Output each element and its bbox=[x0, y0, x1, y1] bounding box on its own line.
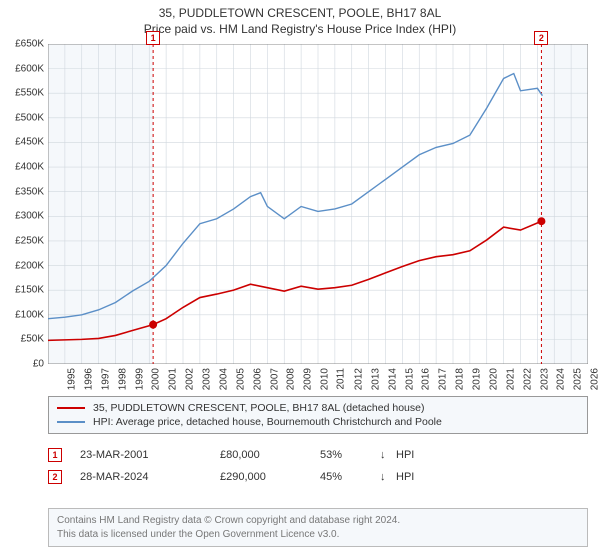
transaction-pct: 53% bbox=[320, 449, 380, 461]
y-tick-label: £150K bbox=[0, 285, 44, 296]
y-tick-label: £300K bbox=[0, 211, 44, 222]
title-block: 35, PUDDLETOWN CRESCENT, POOLE, BH17 8AL… bbox=[0, 0, 600, 36]
x-tick-label: 2000 bbox=[151, 368, 162, 390]
x-tick-label: 2018 bbox=[454, 368, 465, 390]
transaction-vs: HPI bbox=[396, 449, 436, 461]
chart-marker-box: 2 bbox=[534, 31, 548, 45]
x-tick-label: 2012 bbox=[353, 368, 364, 390]
transaction-price: £80,000 bbox=[220, 449, 320, 461]
x-tick-label: 2025 bbox=[573, 368, 584, 390]
transaction-marker: 1 bbox=[48, 448, 62, 462]
x-tick-label: 2016 bbox=[421, 368, 432, 390]
transaction-price: £290,000 bbox=[220, 471, 320, 483]
chart-area bbox=[48, 44, 588, 364]
x-tick-label: 2015 bbox=[404, 368, 415, 390]
x-tick-label: 2005 bbox=[235, 368, 246, 390]
x-tick-label: 2026 bbox=[589, 368, 600, 390]
y-tick-label: £500K bbox=[0, 112, 44, 123]
chart-container: 35, PUDDLETOWN CRESCENT, POOLE, BH17 8AL… bbox=[0, 0, 600, 560]
transactions-table: 1 23-MAR-2001 £80,000 53% ↓ HPI 2 28-MAR… bbox=[48, 444, 588, 488]
x-tick-label: 2024 bbox=[556, 368, 567, 390]
y-tick-label: £650K bbox=[0, 39, 44, 50]
chart-svg bbox=[48, 44, 588, 364]
x-tick-label: 2003 bbox=[201, 368, 212, 390]
legend-item: 35, PUDDLETOWN CRESCENT, POOLE, BH17 8AL… bbox=[57, 401, 579, 415]
x-tick-label: 2017 bbox=[438, 368, 449, 390]
x-tick-label: 2002 bbox=[184, 368, 195, 390]
table-row: 2 28-MAR-2024 £290,000 45% ↓ HPI bbox=[48, 466, 588, 488]
y-tick-label: £400K bbox=[0, 162, 44, 173]
x-tick-label: 2023 bbox=[539, 368, 550, 390]
footer-attribution: Contains HM Land Registry data © Crown c… bbox=[48, 508, 588, 547]
legend-item: HPI: Average price, detached house, Bour… bbox=[57, 415, 579, 429]
transaction-marker: 2 bbox=[48, 470, 62, 484]
legend-swatch bbox=[57, 407, 85, 409]
x-tick-label: 2008 bbox=[286, 368, 297, 390]
y-tick-label: £250K bbox=[0, 235, 44, 246]
x-tick-label: 2007 bbox=[269, 368, 280, 390]
x-tick-label: 2004 bbox=[218, 368, 229, 390]
down-arrow-icon: ↓ bbox=[380, 449, 396, 461]
x-tick-label: 2019 bbox=[471, 368, 482, 390]
chart-marker-box: 1 bbox=[146, 31, 160, 45]
y-tick-label: £50K bbox=[0, 334, 44, 345]
legend-swatch bbox=[57, 421, 85, 423]
x-tick-label: 2013 bbox=[370, 368, 381, 390]
transaction-pct: 45% bbox=[320, 471, 380, 483]
x-tick-label: 2014 bbox=[387, 368, 398, 390]
x-tick-label: 2010 bbox=[319, 368, 330, 390]
transaction-vs: HPI bbox=[396, 471, 436, 483]
y-tick-label: £550K bbox=[0, 88, 44, 99]
transaction-date: 23-MAR-2001 bbox=[80, 449, 220, 461]
x-tick-label: 2001 bbox=[168, 368, 179, 390]
x-tick-label: 2022 bbox=[522, 368, 533, 390]
down-arrow-icon: ↓ bbox=[380, 471, 396, 483]
x-tick-label: 1998 bbox=[117, 368, 128, 390]
x-tick-label: 2021 bbox=[505, 368, 516, 390]
legend: 35, PUDDLETOWN CRESCENT, POOLE, BH17 8AL… bbox=[48, 396, 588, 434]
y-tick-label: £0 bbox=[0, 359, 44, 370]
title-address: 35, PUDDLETOWN CRESCENT, POOLE, BH17 8AL bbox=[0, 6, 600, 20]
x-tick-label: 2009 bbox=[303, 368, 314, 390]
y-tick-label: £100K bbox=[0, 309, 44, 320]
footer-line: This data is licensed under the Open Gov… bbox=[57, 528, 579, 542]
y-tick-label: £600K bbox=[0, 63, 44, 74]
y-tick-label: £350K bbox=[0, 186, 44, 197]
legend-label: 35, PUDDLETOWN CRESCENT, POOLE, BH17 8AL… bbox=[93, 402, 424, 414]
y-tick-label: £200K bbox=[0, 260, 44, 271]
x-tick-label: 1999 bbox=[134, 368, 145, 390]
x-tick-label: 2011 bbox=[336, 368, 347, 390]
x-tick-label: 2006 bbox=[252, 368, 263, 390]
transaction-date: 28-MAR-2024 bbox=[80, 471, 220, 483]
x-tick-label: 2020 bbox=[488, 368, 499, 390]
x-tick-label: 1995 bbox=[66, 368, 77, 390]
title-subtitle: Price paid vs. HM Land Registry's House … bbox=[0, 22, 600, 36]
x-tick-label: 1996 bbox=[83, 368, 94, 390]
legend-label: HPI: Average price, detached house, Bour… bbox=[93, 416, 442, 428]
y-tick-label: £450K bbox=[0, 137, 44, 148]
table-row: 1 23-MAR-2001 £80,000 53% ↓ HPI bbox=[48, 444, 588, 466]
footer-line: Contains HM Land Registry data © Crown c… bbox=[57, 514, 579, 528]
x-tick-label: 1997 bbox=[100, 368, 111, 390]
